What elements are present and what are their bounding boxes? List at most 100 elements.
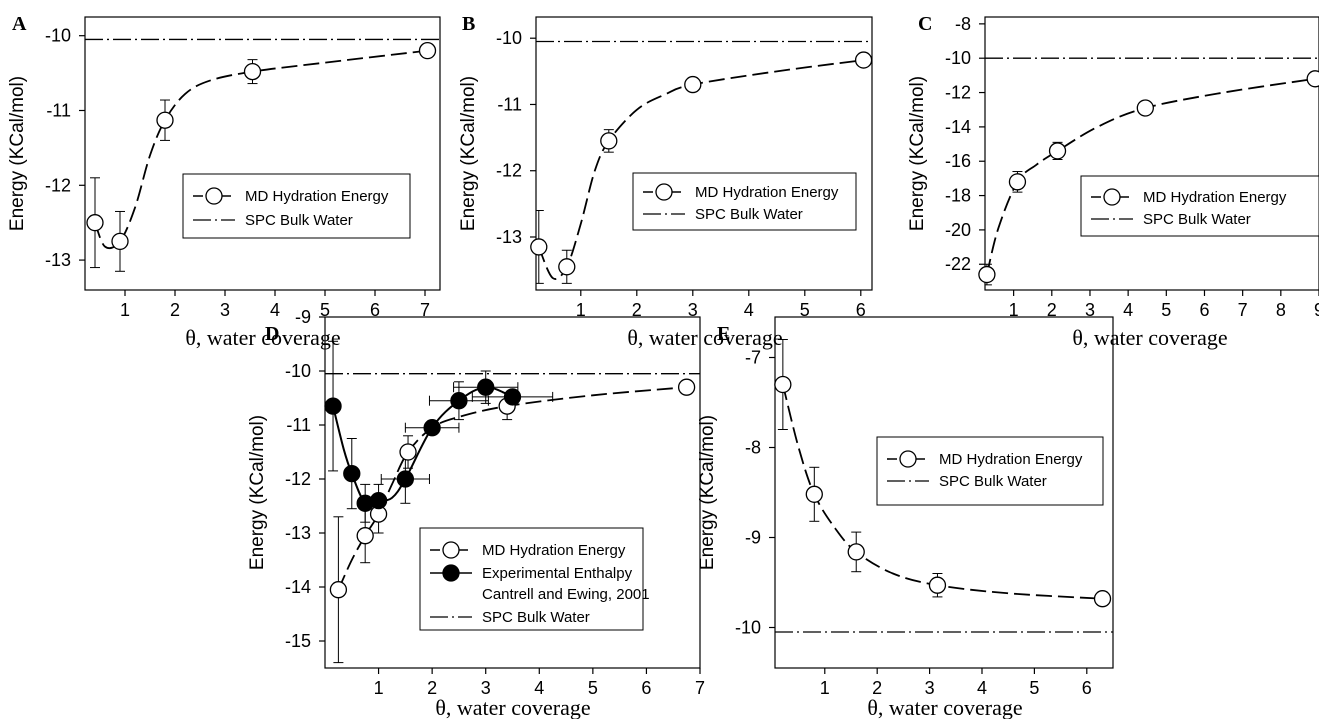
x-tick-label: 2 [632, 300, 642, 320]
md-point [243, 62, 262, 81]
legend: MD Hydration Energy SPC Bulk Water [876, 436, 1104, 506]
plot-area [985, 57, 1319, 286]
y-tick-label: -11 [286, 415, 311, 435]
md-point [418, 42, 437, 60]
legend-entry: Cantrell and Ewing, 2001 [482, 586, 650, 603]
legend-entry: SPC Bulk Water [939, 473, 1047, 490]
x-tick-label: 7 [1238, 300, 1248, 320]
experimental-point [369, 491, 388, 510]
x-axis-label: θ, water coverage [627, 325, 782, 350]
y-tick-label: -9 [745, 528, 761, 548]
y-axis-label: Energy (KCal/mol) [247, 415, 268, 570]
legend-entry: MD Hydration Energy [939, 451, 1083, 468]
x-tick-label: 1 [120, 300, 130, 320]
y-tick-label: -14 [945, 117, 971, 137]
md-point [1048, 142, 1067, 160]
experimental-point [396, 470, 415, 488]
legend-entry: Experimental Enthalpy [482, 565, 633, 582]
y-tick-label: -20 [945, 220, 971, 240]
x-tick-label: 7 [695, 678, 705, 698]
y-tick-label: -13 [496, 227, 522, 247]
x-tick-label: 4 [977, 678, 987, 698]
md-point [86, 214, 104, 232]
experimental-point [503, 388, 522, 406]
x-tick-label: 2 [427, 678, 437, 698]
panel-label: B [462, 13, 475, 35]
legend-marker [1103, 188, 1121, 206]
x-tick-label: 3 [220, 300, 230, 320]
plot-frame [84, 16, 441, 291]
series-curve-md [986, 77, 1316, 275]
x-tick-label: 6 [641, 678, 651, 698]
x-tick-label: 6 [1082, 678, 1092, 698]
legend-marker [655, 183, 673, 201]
legend-marker [899, 450, 917, 468]
md-point [156, 111, 174, 129]
md-point [774, 375, 792, 394]
y-tick-label: -10 [945, 48, 971, 68]
y-axis-label: Energy (KCal/mol) [697, 415, 718, 570]
panel-label: D [265, 323, 279, 345]
legend-entry: SPC Bulk Water [1143, 211, 1251, 228]
x-tick-label: 5 [320, 300, 330, 320]
x-tick-label: 9 [1314, 300, 1319, 320]
x-tick-label: 3 [481, 678, 491, 698]
legend-entry: SPC Bulk Water [482, 609, 590, 626]
y-tick-label: -12 [945, 83, 971, 103]
panel-D: D 1 2 3 4 5 6 7 -15 -14 -13 -12 -11 -10 -9 θ, water cov… [247, 307, 705, 719]
x-tick-label: 3 [1085, 300, 1095, 320]
panel-C: C 1 2 3 4 5 6 7 8 9 -22 -20 -18 -16 -14 -12 -10 -8 θ, wate… [907, 13, 1319, 350]
y-tick-label: -15 [285, 631, 311, 651]
md-point [111, 232, 129, 251]
plot-frame [324, 316, 701, 669]
x-tick-label: 2 [1047, 300, 1057, 320]
md-point [329, 581, 348, 599]
legend-entry: MD Hydration Energy [1143, 189, 1287, 206]
experimental-point [423, 419, 441, 437]
y-tick-label: -12 [285, 469, 311, 489]
legend-entry: MD Hydration Energy [695, 184, 839, 201]
y-tick-label: -18 [945, 186, 971, 206]
x-tick-label: 5 [1161, 300, 1171, 320]
experimental-point [324, 397, 342, 415]
x-tick-label: 1 [820, 678, 830, 698]
md-point [928, 576, 947, 594]
panel-E: E 1 2 3 4 5 6 -10 -9 -8 -7 θ, water coverage Energy … [697, 316, 1114, 719]
panel-A: A 1 2 3 4 5 6 7 -13 -12 -11 -10 θ, water coverage Ene… [7, 13, 441, 350]
x-tick-label: 1 [1009, 300, 1019, 320]
y-tick-label: -13 [285, 523, 311, 543]
y-tick-label: -7 [745, 348, 761, 368]
x-tick-label: 1 [374, 678, 384, 698]
panel-label: A [12, 13, 27, 35]
panel-label: C [918, 13, 932, 35]
legend-box [876, 436, 1104, 506]
x-tick-label: 5 [588, 678, 598, 698]
y-tick-label: -8 [745, 438, 761, 458]
legend-box [632, 172, 857, 231]
experimental-point [343, 464, 361, 483]
panel-B: B 1 2 3 4 5 6 -13 -12 -11 -10 θ, water coverage Ener… [458, 13, 873, 350]
legend-marker [205, 187, 223, 205]
plot-area [536, 40, 872, 284]
x-tick-label: 6 [856, 300, 866, 320]
legend-box [1080, 175, 1319, 237]
series-curve-experimental [332, 386, 513, 506]
x-tick-label: 3 [688, 300, 698, 320]
legend-marker [442, 564, 460, 582]
panel-label: E [717, 323, 730, 345]
md-point [978, 265, 996, 284]
md-point [1008, 173, 1027, 191]
x-tick-label: 5 [800, 300, 810, 320]
x-tick-label: 8 [1276, 300, 1286, 320]
y-tick-label: -9 [295, 307, 311, 327]
experimental-point [450, 392, 468, 410]
md-point [684, 75, 702, 94]
md-point [399, 443, 417, 461]
y-tick-label: -11 [46, 100, 71, 120]
y-tick-label: -12 [496, 161, 522, 181]
y-axis-label: Energy (KCal/mol) [7, 76, 28, 231]
md-point [356, 527, 374, 545]
y-tick-label: -22 [945, 254, 971, 274]
x-tick-label: 7 [420, 300, 430, 320]
